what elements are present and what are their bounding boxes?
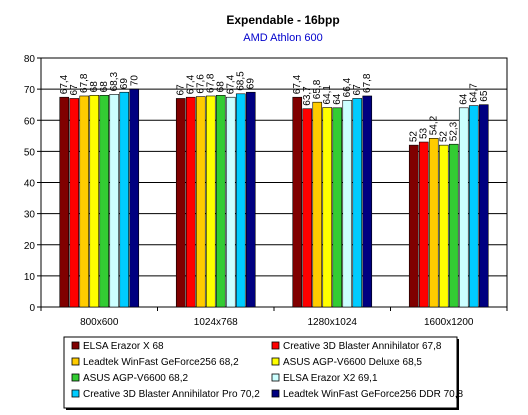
legend-entry: Creative 3D Blaster Annihilator 67,8 <box>283 341 442 352</box>
legend-entry: Leadtek WinFast GeForce256 DDR 70,8 <box>283 389 464 400</box>
data-label: 67,8 <box>206 73 217 93</box>
bar <box>478 104 489 308</box>
data-label: 69 <box>246 78 257 90</box>
data-label: 52 <box>409 131 420 143</box>
bar <box>235 93 246 308</box>
bar <box>352 98 363 308</box>
legend-swatch <box>271 389 280 398</box>
legend-swatch <box>71 341 80 350</box>
data-label: 67 <box>176 84 187 96</box>
data-label: 68 <box>216 81 227 93</box>
legend-entry: Creative 3D Blaster Annihilator Pro 70,2 <box>83 389 260 400</box>
bar <box>185 96 196 308</box>
bar <box>322 107 333 308</box>
data-label: 68 <box>89 81 100 93</box>
x-tick-label: 800x600 <box>80 317 119 328</box>
bar <box>205 95 216 308</box>
legend-entry: ELSA Erazor X2 69,1 <box>283 373 378 384</box>
data-label: 67,6 <box>196 74 207 94</box>
x-tick-label: 1024x768 <box>194 317 238 328</box>
data-label: 69 <box>119 78 130 90</box>
data-label: 67,8 <box>362 73 373 93</box>
data-label: 67 <box>69 84 80 96</box>
data-label: 64 <box>332 93 343 105</box>
bar <box>195 96 206 308</box>
bar <box>342 100 353 308</box>
data-label: 67 <box>352 84 363 96</box>
y-tick-label: 70 <box>24 85 36 96</box>
bar <box>408 144 419 308</box>
bar <box>89 95 100 308</box>
y-tick-label: 30 <box>24 210 36 221</box>
bar <box>99 95 110 308</box>
data-label: 66,4 <box>342 77 353 97</box>
legend-entry: ELSA Erazor X 68 <box>83 341 164 352</box>
y-tick-label: 60 <box>24 116 36 127</box>
legend: ELSA Erazor X 68 Creative 3D Blaster Anni… <box>63 336 464 410</box>
data-label: 67,4 <box>292 74 303 94</box>
bar <box>362 95 373 308</box>
bar <box>448 143 459 308</box>
data-label: 64 <box>459 93 470 105</box>
data-label: 64,1 <box>322 85 333 105</box>
data-label: 67,4 <box>226 74 237 94</box>
bar <box>79 95 90 308</box>
bar <box>438 144 449 308</box>
y-tick-label: 0 <box>29 303 35 314</box>
legend-box <box>63 336 458 409</box>
chart-subtitle: AMD Athlon 600 <box>243 32 323 44</box>
x-tick-label: 1280x1024 <box>308 317 358 328</box>
bar <box>175 98 186 308</box>
y-tick-label: 50 <box>24 147 36 158</box>
bar <box>245 91 256 308</box>
data-label: 68 <box>99 81 110 93</box>
bar <box>225 96 236 308</box>
x-tick-label: 1600x1200 <box>424 317 474 328</box>
data-label: 52 <box>439 131 450 143</box>
legend-swatch <box>71 389 80 398</box>
y-tick-label: 10 <box>24 272 36 283</box>
bar <box>109 94 120 308</box>
data-label: 65 <box>479 90 490 102</box>
y-tick-label: 20 <box>24 241 36 252</box>
data-label: 68,5 <box>236 71 247 91</box>
data-label: 64,7 <box>469 83 480 103</box>
data-label: 68,3 <box>109 72 120 92</box>
legend-swatch <box>71 373 80 382</box>
data-label: 67,8 <box>79 73 90 93</box>
legend-swatch <box>71 357 80 366</box>
bar <box>468 105 479 308</box>
data-label: 65,8 <box>312 79 323 99</box>
legend-swatch <box>271 373 280 382</box>
bar <box>119 91 130 308</box>
legend-entry: ASUS AGP-V6600 Deluxe 68,5 <box>283 357 422 368</box>
legend-entry: Leadtek WinFast GeForce256 68,2 <box>83 357 239 368</box>
legend-entry: ASUS AGP-V6600 68,2 <box>83 373 189 384</box>
data-label: 63,7 <box>302 86 313 106</box>
bar <box>312 101 323 308</box>
data-label: 67,4 <box>186 74 197 94</box>
data-label: 53 <box>419 127 430 139</box>
bar <box>332 107 343 308</box>
bar <box>69 98 80 308</box>
bar <box>129 88 140 308</box>
bar <box>458 107 469 308</box>
legend-swatch <box>271 357 280 366</box>
data-label: 70 <box>129 75 140 87</box>
chart-title: Expendable - 16bpp <box>226 13 339 27</box>
bar <box>292 96 303 308</box>
data-label: 54,2 <box>429 115 440 135</box>
bar <box>59 96 70 308</box>
bar <box>428 138 439 308</box>
data-label: 67,4 <box>59 74 70 94</box>
bar <box>418 141 429 308</box>
y-tick-label: 40 <box>24 179 36 190</box>
legend-swatch <box>271 341 280 350</box>
bar <box>215 95 226 308</box>
data-label: 52,3 <box>449 121 460 141</box>
bar <box>302 108 313 308</box>
y-tick-label: 80 <box>24 54 36 65</box>
